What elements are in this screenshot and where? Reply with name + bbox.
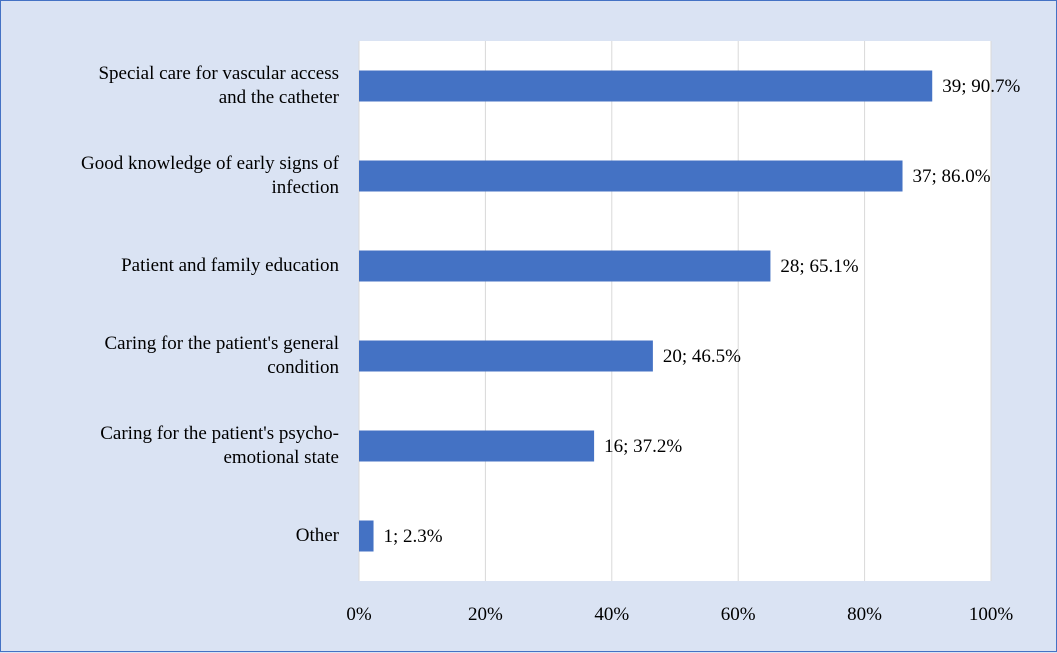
bar — [359, 250, 771, 282]
bar — [359, 520, 374, 552]
x-tick-label: 100% — [969, 604, 1014, 625]
x-tick-label: 40% — [594, 604, 629, 625]
data-label: 37; 86.0% — [913, 166, 991, 187]
category-label: Other — [9, 524, 339, 548]
x-tick-label: 0% — [346, 604, 372, 625]
category-label-line: Caring for the patient's general — [104, 333, 339, 354]
x-tick-label: 80% — [847, 604, 882, 625]
bar — [359, 430, 595, 462]
category-label-line: infection — [271, 177, 339, 198]
category-label-line: emotional state — [223, 447, 339, 468]
category-label: Special care for vascular access and the … — [9, 62, 339, 110]
category-label-line: Patient and family education — [121, 255, 339, 276]
category-label-line: and the catheter — [218, 87, 339, 108]
data-label: 20; 46.5% — [663, 346, 741, 367]
plot-area — [359, 41, 991, 581]
category-label-line: Good knowledge of early signs of — [80, 153, 339, 174]
category-label-line: condition — [267, 357, 339, 378]
data-label: 1; 2.3% — [384, 526, 443, 547]
category-label: Patient and family education — [9, 254, 339, 278]
bar — [359, 70, 933, 102]
category-label: Good knowledge of early signs of infectio… — [9, 152, 339, 200]
x-tick-label: 60% — [721, 604, 756, 625]
data-label: 39; 90.7% — [942, 76, 1020, 97]
category-label-line: Other — [295, 525, 339, 546]
data-label: 16; 37.2% — [604, 436, 682, 457]
category-label: Caring for the patient's psycho-emotiona… — [9, 422, 339, 470]
bar — [359, 160, 903, 192]
bar — [359, 340, 653, 372]
category-label: Caring for the patient's general conditio… — [9, 332, 339, 380]
category-label-line: Special care for vascular access — [98, 63, 339, 84]
data-label: 28; 65.1% — [780, 256, 858, 277]
x-tick-label: 20% — [468, 604, 503, 625]
category-label-line: Caring for the patient's psycho- — [100, 423, 339, 444]
